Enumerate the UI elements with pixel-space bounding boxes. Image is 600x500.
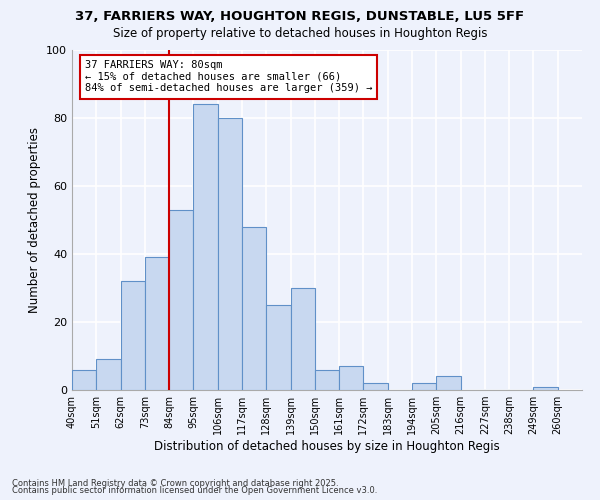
Text: Contains HM Land Registry data © Crown copyright and database right 2025.: Contains HM Land Registry data © Crown c… <box>12 478 338 488</box>
Text: 37, FARRIERS WAY, HOUGHTON REGIS, DUNSTABLE, LU5 5FF: 37, FARRIERS WAY, HOUGHTON REGIS, DUNSTA… <box>76 10 524 23</box>
Bar <box>266 305 290 390</box>
Bar <box>218 118 242 390</box>
Bar <box>145 258 169 390</box>
Text: Contains public sector information licensed under the Open Government Licence v3: Contains public sector information licen… <box>12 486 377 495</box>
Bar <box>339 366 364 390</box>
Bar <box>315 370 339 390</box>
Bar <box>72 370 96 390</box>
X-axis label: Distribution of detached houses by size in Houghton Regis: Distribution of detached houses by size … <box>154 440 500 453</box>
Bar <box>242 227 266 390</box>
Bar <box>364 383 388 390</box>
Text: Size of property relative to detached houses in Houghton Regis: Size of property relative to detached ho… <box>113 28 487 40</box>
Text: 37 FARRIERS WAY: 80sqm
← 15% of detached houses are smaller (66)
84% of semi-det: 37 FARRIERS WAY: 80sqm ← 15% of detached… <box>85 60 372 94</box>
Bar <box>436 376 461 390</box>
Bar <box>169 210 193 390</box>
Bar <box>121 281 145 390</box>
Bar <box>96 360 121 390</box>
Bar <box>533 386 558 390</box>
Y-axis label: Number of detached properties: Number of detached properties <box>28 127 41 313</box>
Bar <box>412 383 436 390</box>
Bar <box>193 104 218 390</box>
Bar <box>290 288 315 390</box>
